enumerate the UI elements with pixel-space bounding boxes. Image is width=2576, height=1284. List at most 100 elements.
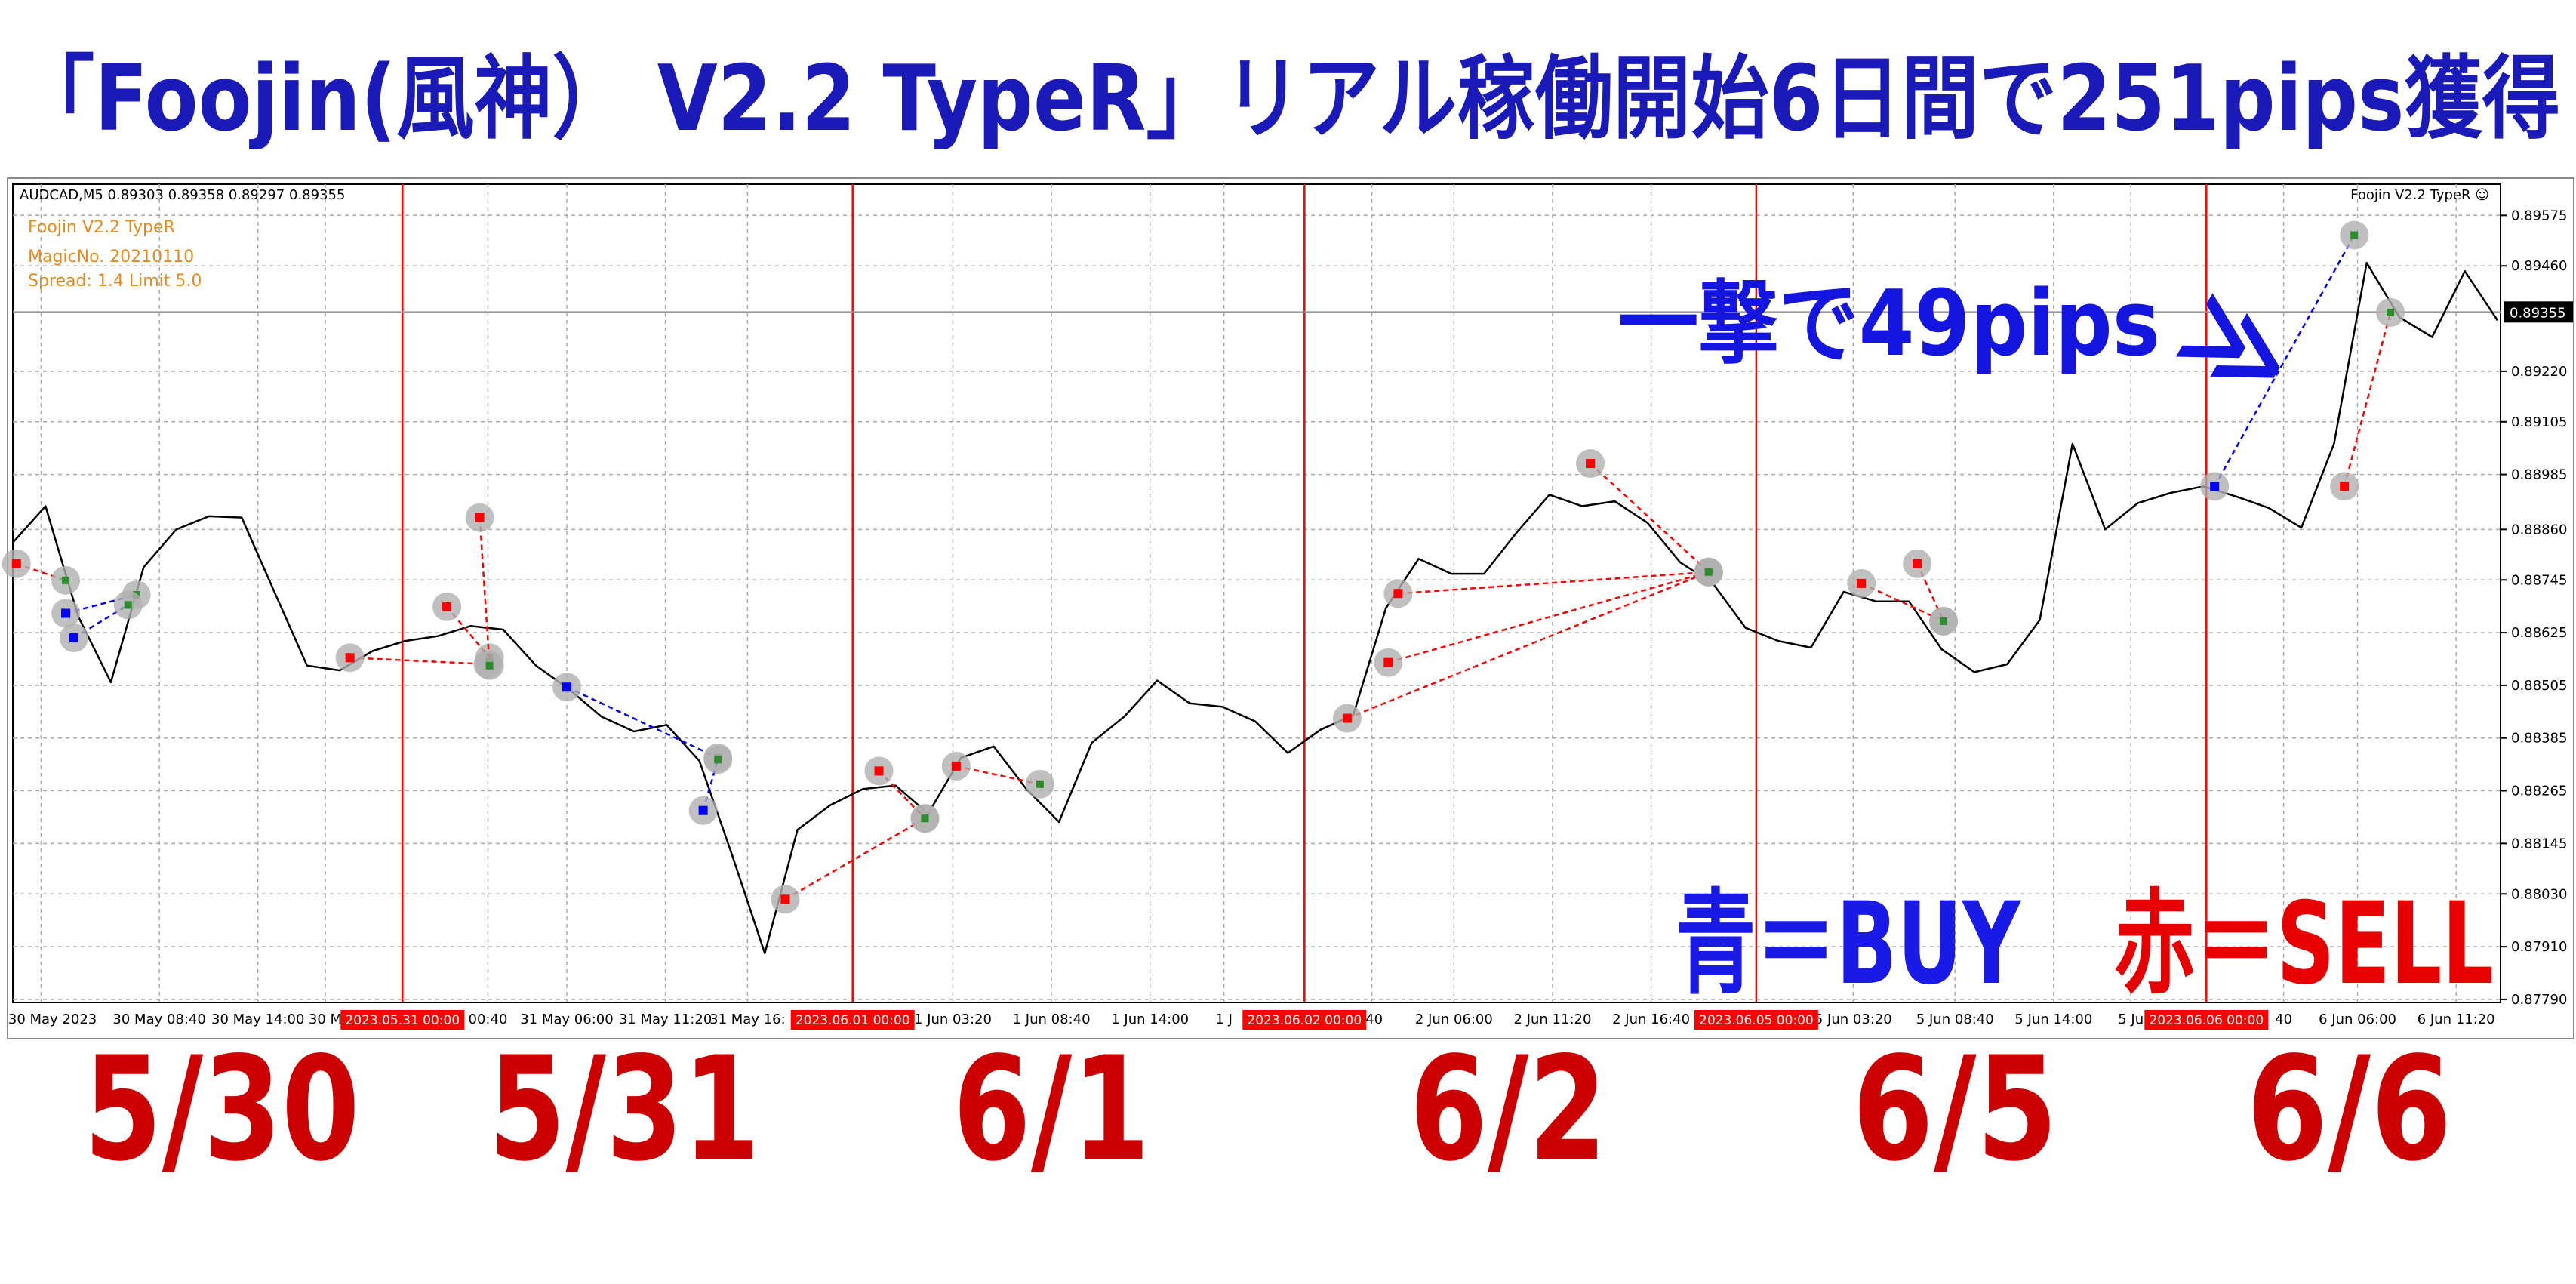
trade-open-arrow: [1342, 713, 1352, 723]
plot-area: [12, 183, 2501, 1003]
trade-open-arrow: [61, 608, 71, 618]
trade-open-arrow: [562, 682, 571, 692]
separator-label-bg: [1694, 1010, 1818, 1030]
x-tick-label: 1 Jun 03:20: [914, 1011, 992, 1027]
trade-line: [2343, 312, 2392, 487]
y-tick-label: 0.88745: [2511, 572, 2567, 588]
x-tick-label: 1 J: [1215, 1011, 1232, 1027]
x-tick-label: 5 Jun 14:00: [2014, 1011, 2092, 1027]
day-label: 6/2: [1410, 1026, 1607, 1193]
separator-label: 2023.06.02 00:00: [1247, 1013, 1362, 1028]
trade-line: [349, 656, 488, 666]
annotation: 一撃で49pips: [1618, 272, 2160, 377]
trade-line: [1398, 571, 1709, 595]
x-tick-label: 6 Jun 06:00: [2319, 1011, 2396, 1027]
trade-line: [2214, 234, 2356, 487]
trade-close-mark: [485, 661, 494, 670]
trade-line: [1346, 571, 1710, 719]
current-price-bg: [2504, 301, 2573, 323]
trade-open-arrow: [1393, 589, 1403, 599]
legend-entry: 赤＝SELL: [2114, 879, 2494, 1010]
trade-open-arrow: [69, 633, 78, 643]
x-tick-label: 2 Jun 06:00: [1415, 1011, 1493, 1027]
trade-open-arrow: [951, 761, 961, 771]
x-tick-label: 30 May 14:00: [211, 1011, 304, 1027]
trade-close-mark: [62, 576, 70, 584]
day-label: 5/30: [84, 1026, 360, 1193]
y-tick-label: 0.89105: [2511, 414, 2567, 430]
y-tick-label: 0.88985: [2511, 467, 2567, 483]
x-tick-label: 30 M: [309, 1011, 342, 1027]
y-tick-label: 0.88860: [2511, 522, 2567, 537]
x-tick-label: 30 May 08:40: [112, 1011, 205, 1027]
x-tick-label: 1 Jun 14:00: [1111, 1011, 1189, 1027]
trade-close-mark: [2350, 231, 2359, 239]
y-tick-label: 0.89220: [2511, 364, 2567, 380]
trade-line: [1860, 582, 1944, 623]
trade-open-arrow: [1913, 559, 1922, 568]
trade-close-mark: [921, 814, 929, 823]
ea-name: Foojin V2.2 TypeR: [28, 218, 175, 237]
trade-open-arrow: [1383, 657, 1393, 667]
x-tick-label: :40: [1361, 1011, 1383, 1027]
separator-label-bg: [1242, 1010, 1367, 1030]
day-label: 6/1: [953, 1026, 1150, 1193]
legend-entry: 青＝BUY: [1676, 879, 2022, 1010]
y-tick-label: 0.88505: [2511, 678, 2567, 694]
trade-line: [566, 686, 719, 759]
ea-spread: Spread: 1.4 Limit 5.0: [28, 272, 202, 291]
trade-open-arrow: [1586, 459, 1596, 469]
symbol-info: AUDCAD,M5 0.89303 0.89358 0.89297 0.8935…: [20, 187, 345, 203]
ea-magic: MagicNo. 20210110: [28, 248, 194, 266]
y-tick-label: 0.87790: [2511, 992, 2567, 1008]
trade-line: [479, 517, 491, 666]
trade-close-mark: [124, 601, 132, 609]
x-tick-label: 5 Ju: [2118, 1011, 2144, 1027]
y-tick-label: 0.88145: [2511, 836, 2567, 851]
day-label: 6/6: [2247, 1026, 2452, 1193]
y-tick-label: 0.88625: [2511, 625, 2567, 641]
separator-label: 2023.05.31 00:00: [345, 1013, 460, 1028]
separator-label: 2023.06.01 00:00: [796, 1013, 910, 1028]
y-tick-label: 0.88385: [2511, 731, 2567, 747]
trade-open-arrow: [780, 894, 790, 904]
separator-label: 2023.06.05 00:00: [1699, 1013, 1814, 1028]
x-tick-label: 00:40: [469, 1011, 508, 1027]
y-tick-label: 0.88265: [2511, 784, 2567, 799]
x-tick-label: 30 May 2023: [8, 1011, 97, 1027]
x-tick-label: 40: [2275, 1011, 2292, 1027]
ea-label: Foojin V2.2 TypeR ☺: [2350, 187, 2489, 203]
x-tick-label: 2 Jun 16:40: [1612, 1011, 1690, 1027]
trade-line: [1387, 571, 1710, 664]
trade-open-arrow: [2210, 482, 2220, 491]
separator-label: 2023.06.06 00:00: [2149, 1013, 2264, 1028]
x-tick-label: 31 May 16:: [709, 1011, 786, 1027]
trade-close-mark: [1940, 617, 1948, 625]
trade-open-arrow: [442, 602, 452, 611]
trade-open-arrow: [1857, 578, 1867, 588]
x-tick-label: 31 May 06:00: [520, 1011, 613, 1027]
day-label: 5/31: [489, 1026, 760, 1193]
x-tick-label: 31 May 11:20: [619, 1011, 712, 1027]
page-title: 「Foojin(風神） V2.2 TypeR」リアル稼働開始6日間で251pip…: [17, 47, 2560, 152]
price-line: [12, 261, 2499, 955]
separator-label-bg: [2144, 1010, 2269, 1030]
trade-open-arrow: [345, 653, 355, 663]
separator-label-bg: [340, 1010, 465, 1030]
separator-label-bg: [790, 1010, 915, 1030]
chart-window: [7, 177, 2574, 1039]
current-price-label: 0.89355: [2510, 305, 2565, 321]
x-tick-label: 1 Jun 08:40: [1013, 1011, 1091, 1027]
y-tick-label: 0.87910: [2511, 939, 2567, 955]
x-tick-label: 6 Jun 11:20: [2418, 1011, 2495, 1027]
y-tick-label: 0.89460: [2511, 258, 2567, 274]
trade-close-mark: [2387, 308, 2395, 316]
y-tick-label: 0.88030: [2511, 886, 2567, 902]
y-tick-label: 0.89575: [2511, 208, 2567, 223]
trade-open-arrow: [698, 805, 708, 815]
trade-close-mark: [1036, 780, 1044, 788]
x-tick-label: 5 Jun 03:20: [1814, 1011, 1892, 1027]
